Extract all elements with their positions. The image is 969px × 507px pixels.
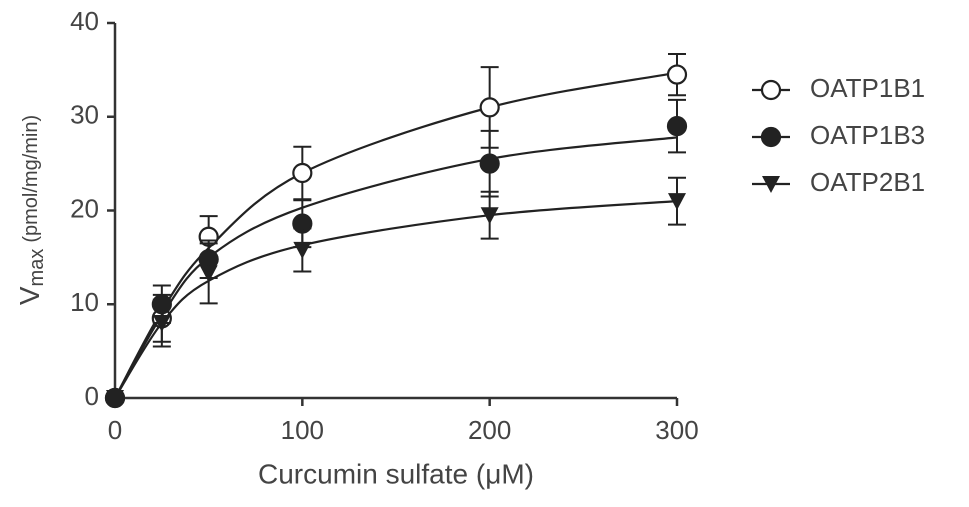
marker xyxy=(106,390,124,407)
x-tick-label: 300 xyxy=(655,415,698,445)
x-tick-label: 200 xyxy=(468,415,511,445)
marker xyxy=(480,207,499,225)
marker xyxy=(152,315,171,332)
x-axis-label: Curcumin sulfate (μM) xyxy=(258,458,534,489)
marker xyxy=(292,162,313,184)
y-axis-label: Vmax (pmol/mg/min) xyxy=(14,115,48,305)
y-tick-label: 10 xyxy=(70,287,99,317)
legend-label: OATP2B1 xyxy=(810,167,925,197)
marker xyxy=(199,265,218,283)
marker xyxy=(479,97,500,118)
legend-label: OATP1B1 xyxy=(810,73,925,103)
marker xyxy=(479,153,500,174)
x-tick-label: 100 xyxy=(281,415,324,445)
y-tick-label: 30 xyxy=(70,100,99,130)
x-tick-label: 0 xyxy=(108,415,122,445)
legend-label: OATP1B3 xyxy=(810,120,925,150)
legend-marker xyxy=(762,176,780,193)
y-tick-label: 0 xyxy=(85,381,99,411)
marker xyxy=(666,116,688,137)
y-label-main: V xyxy=(14,286,45,305)
marker xyxy=(293,241,312,259)
fit-curve xyxy=(114,136,678,399)
y-tick-label: 20 xyxy=(70,193,99,223)
fit-curve xyxy=(114,200,678,399)
legend-marker xyxy=(760,79,782,101)
marker xyxy=(668,193,686,211)
y-tick-label: 40 xyxy=(70,6,99,36)
y-label-sub: max xyxy=(26,249,48,287)
y-label-unit: (pmol/mg/min) xyxy=(20,115,42,243)
legend-marker xyxy=(760,126,782,148)
marker xyxy=(666,64,688,85)
